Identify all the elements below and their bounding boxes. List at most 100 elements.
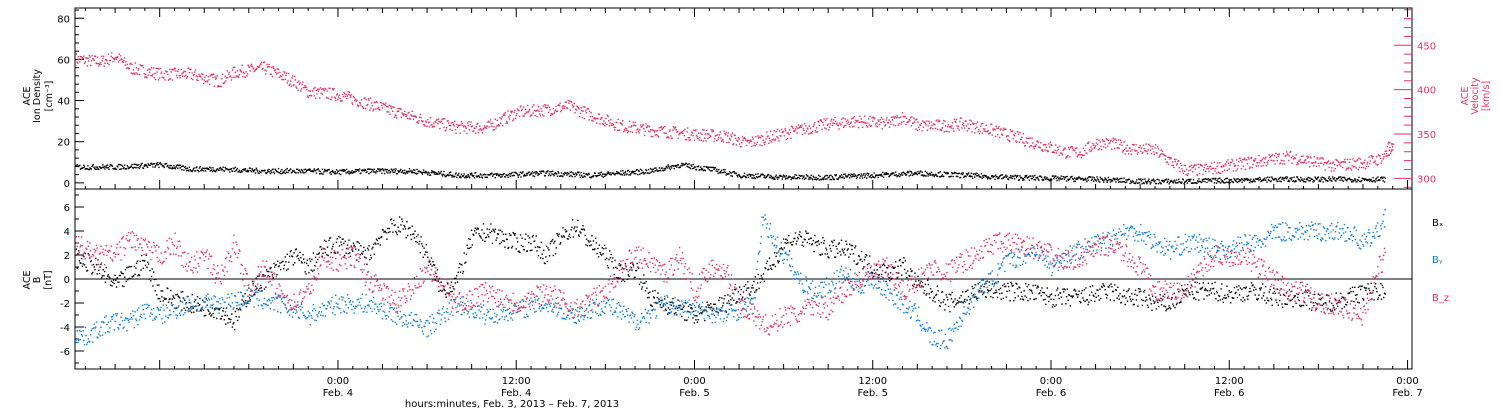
velocity-point [984, 128, 986, 130]
velocity-point [692, 134, 694, 137]
velocity-point [308, 90, 310, 92]
density-point [716, 168, 718, 171]
density-point [535, 171, 538, 173]
velocity-point [860, 118, 862, 120]
density-point [1305, 178, 1307, 181]
bottom-axis-label-line1: ACE [22, 271, 33, 290]
density-point [271, 171, 273, 174]
velocity-point [302, 81, 304, 83]
velocity-point [439, 127, 441, 130]
density-point [1277, 178, 1280, 180]
velocity-point [689, 137, 691, 139]
velocity-point [479, 125, 481, 127]
density-point [1053, 177, 1055, 180]
density-point [1306, 179, 1309, 181]
density-point [624, 172, 626, 174]
density-point [573, 173, 575, 175]
density-point [547, 174, 550, 177]
density-point [213, 169, 215, 171]
velocity-point [571, 104, 573, 106]
velocity-point [849, 126, 851, 128]
bx-point [509, 234, 511, 236]
velocity-point [832, 122, 834, 124]
velocity-point [161, 71, 163, 73]
bottom-tick-label: 6 [64, 203, 70, 214]
velocity-point [231, 69, 234, 71]
bx-point [451, 290, 453, 293]
density-point [703, 165, 705, 168]
velocity-point [859, 121, 862, 123]
velocity-point [1069, 147, 1072, 149]
density-point [1034, 174, 1036, 177]
density-point [100, 167, 103, 169]
velocity-point [151, 75, 153, 77]
bx-point [485, 237, 487, 239]
velocity-point [77, 62, 79, 64]
density-point [473, 177, 476, 179]
bx-point [344, 240, 346, 243]
density-point [803, 178, 806, 181]
bx-point [407, 234, 409, 237]
velocity-point [391, 106, 393, 108]
density-point [1196, 182, 1198, 185]
bx-point [267, 274, 269, 277]
velocity-point [625, 128, 627, 130]
velocity-point [790, 137, 792, 139]
density-point [984, 174, 986, 177]
bx-point [339, 236, 341, 239]
bx-point [562, 227, 564, 229]
velocity-point [922, 126, 925, 128]
velocity-point [202, 73, 204, 75]
bx-point [348, 239, 350, 241]
bx-point [453, 277, 456, 280]
bx-point [196, 309, 198, 311]
density-point [480, 174, 482, 176]
density-point [794, 174, 796, 176]
velocity-point [837, 124, 839, 127]
bx-point [89, 257, 91, 259]
bx-point [472, 233, 474, 235]
density-point [1214, 178, 1216, 181]
velocity-point [182, 72, 184, 74]
density-point [1226, 177, 1228, 179]
bx-point [580, 232, 582, 234]
velocity-point [639, 124, 642, 126]
density-point [1049, 180, 1051, 182]
density-point [768, 174, 770, 176]
density-point [1135, 181, 1137, 183]
bx-point [144, 264, 147, 267]
density-point [633, 170, 635, 173]
velocity-point [1290, 150, 1292, 153]
velocity-point [1061, 154, 1064, 156]
bx-point [390, 218, 393, 220]
bx-point [561, 236, 563, 238]
velocity-point [1337, 160, 1339, 162]
velocity-point [337, 98, 339, 100]
velocity-point [925, 124, 927, 126]
bx-point [181, 309, 183, 311]
velocity-point [398, 110, 400, 112]
velocity-point [519, 106, 521, 108]
velocity-point [342, 93, 344, 96]
bx-point [342, 238, 344, 240]
velocity-point [1063, 148, 1065, 151]
density-point [551, 173, 553, 175]
bx-point [271, 274, 274, 276]
density-point [168, 167, 170, 169]
velocity-point [1354, 161, 1357, 163]
velocity-point [483, 127, 485, 130]
velocity-point [533, 109, 536, 112]
velocity-point [81, 58, 83, 61]
velocity-point [1138, 146, 1141, 149]
density-point [1365, 179, 1368, 181]
velocity-point [678, 134, 680, 136]
density-point [766, 176, 768, 178]
velocity-point [726, 135, 729, 137]
bx-point [492, 228, 494, 231]
velocity-point [672, 126, 675, 128]
bx-point [155, 278, 157, 280]
density-point [143, 165, 145, 167]
density-point [1030, 175, 1032, 177]
bx-point [387, 227, 389, 230]
velocity-point [365, 107, 367, 110]
